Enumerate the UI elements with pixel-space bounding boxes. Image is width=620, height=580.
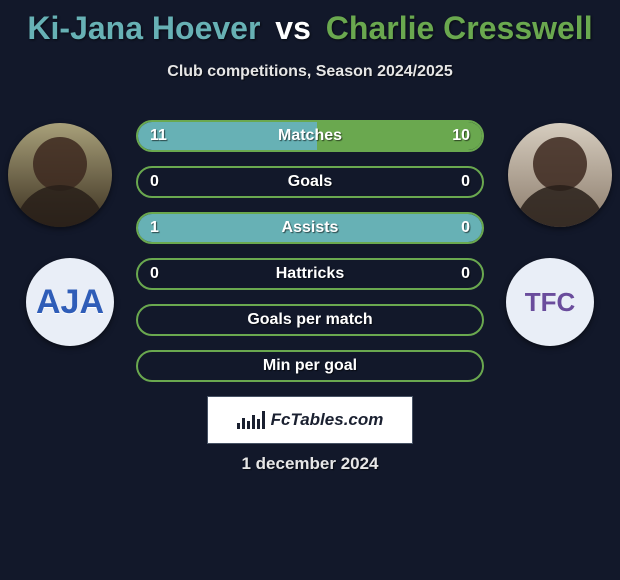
stat-label: Goals per match: [138, 306, 482, 334]
player2-name: Charlie Cresswell: [326, 10, 593, 46]
player1-avatar: [8, 123, 112, 227]
logo-bars-icon: [237, 411, 265, 429]
stat-value-left: 1: [150, 214, 159, 242]
stat-label: Goals: [138, 168, 482, 196]
stat-value-left: 0: [150, 168, 159, 196]
subtitle: Club competitions, Season 2024/2025: [0, 63, 620, 81]
stat-value-left: 0: [150, 260, 159, 288]
player2-avatar: [508, 123, 612, 227]
stat-label: Min per goal: [138, 352, 482, 380]
stat-value-right: 10: [452, 122, 470, 150]
stat-row: Assists1 0: [136, 212, 484, 244]
stat-value-right: 0: [461, 168, 470, 196]
player2-club-badge: TFC: [506, 258, 594, 346]
stat-label: Matches: [138, 122, 482, 150]
vs-label: vs: [275, 10, 311, 46]
stat-value-left: 11: [150, 122, 167, 150]
stat-value-right: 0: [461, 214, 470, 242]
stat-label: Hattricks: [138, 260, 482, 288]
site-logo: FcTables.com: [207, 396, 413, 444]
stat-value-right: 0: [461, 260, 470, 288]
player1-badge-text: AJA: [26, 258, 114, 346]
stat-row: Matches11 10: [136, 120, 484, 152]
stat-label: Assists: [138, 214, 482, 242]
player1-club-badge: AJA: [26, 258, 114, 346]
player1-name: Ki-Jana Hoever: [27, 10, 260, 46]
snapshot-date: 1 december 2024: [0, 454, 620, 474]
player2-badge-text: TFC: [506, 258, 594, 346]
stat-row: Hattricks0 0: [136, 258, 484, 290]
stats-bar-chart: Matches1110Goals00Assists10Hattricks00Go…: [136, 120, 484, 396]
stat-row: Min per goal: [136, 350, 484, 382]
stat-row: Goals0 0: [136, 166, 484, 198]
stat-row: Goals per match: [136, 304, 484, 336]
comparison-title: Ki-Jana Hoever vs Charlie Cresswell: [0, 0, 620, 47]
logo-text: FcTables.com: [271, 410, 384, 430]
